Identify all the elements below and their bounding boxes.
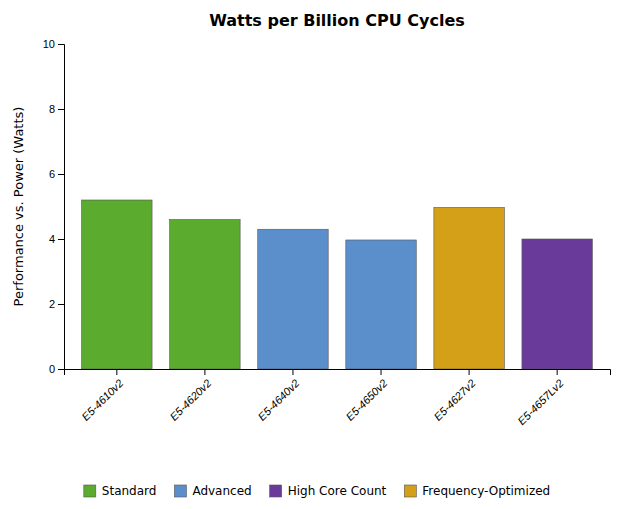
- y-tick-label: 6: [49, 168, 55, 180]
- y-tick-mark: [58, 44, 64, 45]
- x-tick-label: E5-4610v2: [79, 377, 125, 423]
- legend-swatch: [270, 485, 282, 497]
- x-tick-mark: [557, 369, 558, 375]
- legend-swatch: [404, 485, 416, 497]
- x-tick-mark: [381, 369, 382, 375]
- x-tick-mark: [292, 369, 293, 375]
- title: Watts per Billion CPU Cycles: [209, 11, 465, 30]
- y-tick-mark: [58, 369, 64, 370]
- x-tick: E5-4650v2: [343, 369, 389, 423]
- y-tick: 0: [49, 363, 64, 375]
- legend-item: Frequency-Optimized: [404, 484, 550, 498]
- y-tick-mark: [58, 174, 64, 175]
- legend-swatch: [84, 485, 96, 497]
- y-axis-title: Performance vs. Power (Watts): [11, 107, 26, 307]
- bar: [434, 207, 504, 369]
- legend-label: High Core Count: [288, 484, 387, 498]
- y-tick: 4: [49, 233, 64, 245]
- legend-label: Standard: [102, 484, 157, 498]
- y-tick: 2: [49, 298, 64, 310]
- x-tick-label: E5-4640v2: [255, 377, 301, 423]
- x-tick-label: E5-4620v2: [167, 377, 213, 423]
- x-tick-label: E5-4650v2: [343, 377, 389, 423]
- y-tick-label: 10: [43, 38, 55, 50]
- bar: [82, 200, 152, 369]
- y-tick-label: 4: [49, 233, 55, 245]
- legend: Standard Advanced High Core Count Frequency…: [84, 484, 550, 498]
- x-tick: E5-4620v2: [167, 369, 213, 423]
- legend-item: Standard: [84, 484, 157, 498]
- legend-swatch: [174, 485, 186, 497]
- y-tick-label: 2: [49, 298, 55, 310]
- y-tick-label: 0: [49, 363, 55, 375]
- chart: 0 2 4 6 8 10 E5-4610v2 E5-4620v2 E5-4640v2 E5-465…: [0, 0, 634, 509]
- legend-item: Advanced: [174, 484, 251, 498]
- legend-label: Frequency-Optimized: [422, 484, 550, 498]
- x-tick: E5-4627v2: [432, 369, 478, 423]
- y-axis-line: [58, 45, 65, 370]
- x-axis: E5-4610v2 E5-4620v2 E5-4640v2 E5-4650v2 E5-4…: [65, 369, 611, 427]
- x-tick-label: E5-4627v2: [432, 377, 478, 423]
- bar: [170, 220, 240, 370]
- y-axis: 0 2 4 6 8 10: [43, 38, 65, 375]
- bar: [346, 240, 416, 369]
- x-tick: E5-4640v2: [255, 369, 301, 423]
- y-tick: 10: [43, 38, 64, 50]
- bars: [82, 200, 593, 369]
- y-tick-mark: [58, 239, 64, 240]
- y-tick-mark: [58, 304, 64, 305]
- x-tick-mark: [204, 369, 205, 375]
- x-tick: E5-4610v2: [79, 369, 125, 423]
- legend-item: High Core Count: [270, 484, 387, 498]
- legend-label: Advanced: [192, 484, 251, 498]
- y-tick: 6: [49, 168, 64, 180]
- y-tick-label: 8: [49, 103, 55, 115]
- bar: [522, 239, 592, 369]
- x-tick-label: E5-4657Lv2: [515, 377, 565, 427]
- x-tick-mark: [469, 369, 470, 375]
- plot: 0 2 4 6 8 10 E5-4610v2 E5-4620v2 E5-4640v2 E5-465…: [43, 38, 611, 427]
- x-axis-line: [65, 370, 611, 376]
- bar: [258, 229, 328, 369]
- y-tick-mark: [58, 109, 64, 110]
- y-tick: 8: [49, 103, 64, 115]
- x-tick: E5-4657Lv2: [515, 369, 565, 427]
- x-tick-mark: [116, 369, 117, 375]
